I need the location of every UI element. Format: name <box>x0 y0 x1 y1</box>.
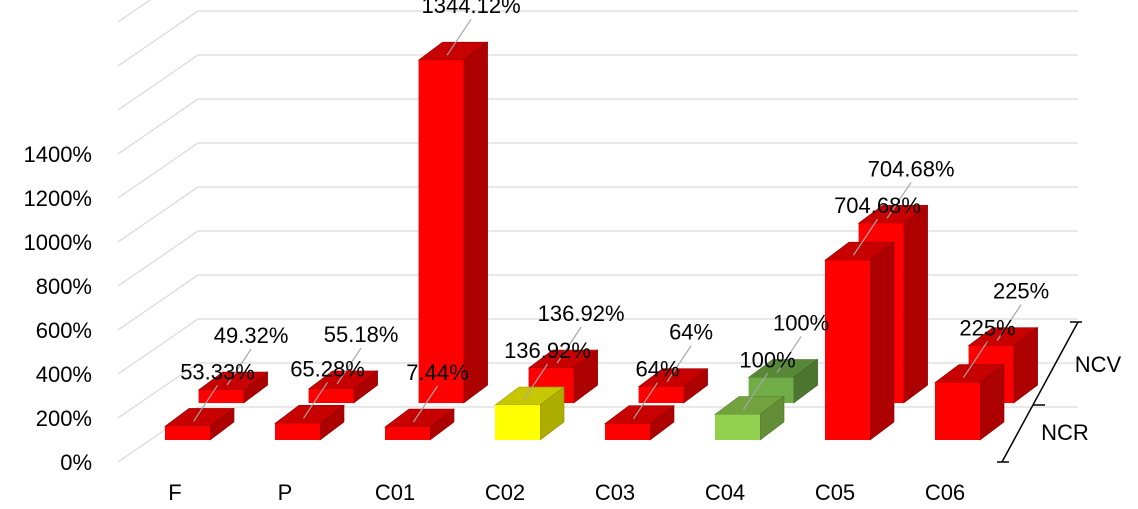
x-tick-label: C03 <box>595 480 635 505</box>
leader-line <box>193 385 218 422</box>
bar-ncr-C06 <box>934 364 1005 441</box>
leader-line <box>226 348 252 386</box>
leader-line <box>743 373 768 410</box>
y-tick-label: 1000% <box>23 230 92 255</box>
series-name: NCV <box>1075 352 1122 377</box>
depth-axis: NCR NCV <box>997 321 1122 463</box>
data-label: 53.33% <box>180 359 255 384</box>
y-tick-label: 1400% <box>23 142 92 167</box>
gridline-side <box>117 142 199 199</box>
data-label: 100% <box>773 311 829 336</box>
x-tick-label: C02 <box>485 480 525 505</box>
bar-ncv-F <box>197 371 269 404</box>
x-tick-label: C01 <box>375 480 415 505</box>
leader-line <box>996 304 1022 341</box>
bar-ncr-C03 <box>604 405 675 441</box>
data-label: 136.92% <box>538 301 625 326</box>
bar-ncr-F <box>164 407 235 441</box>
y-tick-label: 400% <box>36 362 92 387</box>
gridlines <box>117 0 1078 463</box>
bar-ncr-C02 <box>494 386 565 441</box>
y-tick-label: 0% <box>60 450 92 475</box>
leader-line <box>523 363 548 401</box>
gridline-side <box>117 0 152 23</box>
bar-ncv-C01 <box>417 41 489 404</box>
y-tick-label: 200% <box>36 406 92 431</box>
leader-line <box>666 345 692 383</box>
bar-ncr-C05 <box>824 241 895 441</box>
gridline-side <box>117 186 199 243</box>
x-tick-label: C04 <box>705 480 745 505</box>
data-label: 225% <box>993 279 1049 304</box>
data-label: 64% <box>635 357 679 382</box>
gridline-side <box>117 362 199 419</box>
bar-ncv-C03 <box>637 368 709 404</box>
bars <box>164 41 1039 441</box>
y-tick-label: 600% <box>36 318 92 343</box>
data-label: 1344.12% <box>422 0 521 18</box>
x-tick-label: P <box>278 480 293 505</box>
leader-line <box>556 326 582 364</box>
leader-line <box>886 181 912 219</box>
x-tick-label: C06 <box>925 480 965 505</box>
series-name: NCR <box>1041 420 1089 445</box>
x-axis: F P C01 C02 C03 C04 C05 C06 <box>168 480 965 505</box>
leader-line <box>303 382 328 419</box>
bar-ncr-P <box>274 404 345 441</box>
data-label: 704.68% <box>834 193 921 218</box>
bar-ncv-C06 <box>967 327 1039 404</box>
data-label: 136.92% <box>504 338 591 363</box>
gridline-side <box>117 10 199 67</box>
data-labels: 49.32% 55.18% 1344.12% 136.92% 64% 100% 704.68… <box>180 0 1049 423</box>
leader-line <box>413 385 438 423</box>
gridline-side <box>117 54 199 111</box>
y-axis: 0% 200% 400% 600% 800% 1000% 1200% 1400% <box>23 142 92 475</box>
leader-line <box>776 336 802 373</box>
y-tick-label: 1200% <box>23 186 92 211</box>
bar-ncr-C01 <box>384 408 455 441</box>
leader-line <box>963 341 988 378</box>
gridline-side <box>117 274 199 331</box>
leader-line <box>446 18 472 56</box>
gridline-side <box>117 318 199 375</box>
data-label: 49.32% <box>214 323 289 348</box>
data-label: 7.44% <box>406 360 468 385</box>
bar-ncv-C02 <box>527 349 599 404</box>
leader-line <box>336 347 362 385</box>
x-tick-label: F <box>168 480 181 505</box>
leader-line <box>853 218 878 256</box>
data-label: 55.18% <box>324 322 399 347</box>
x-tick-label: C05 <box>815 480 855 505</box>
data-label: 100% <box>739 347 795 372</box>
data-label: 225% <box>959 316 1015 341</box>
data-label: 65.28% <box>290 356 365 381</box>
data-label: 704.68% <box>868 156 955 181</box>
leader-line <box>633 382 658 420</box>
depth-axis-line <box>1001 321 1079 463</box>
gridline-side <box>117 98 199 155</box>
gridline-side <box>117 230 199 287</box>
y-tick-label: 800% <box>36 274 92 299</box>
data-label: 64% <box>669 320 713 345</box>
bar-ncr-C04 <box>714 395 785 441</box>
